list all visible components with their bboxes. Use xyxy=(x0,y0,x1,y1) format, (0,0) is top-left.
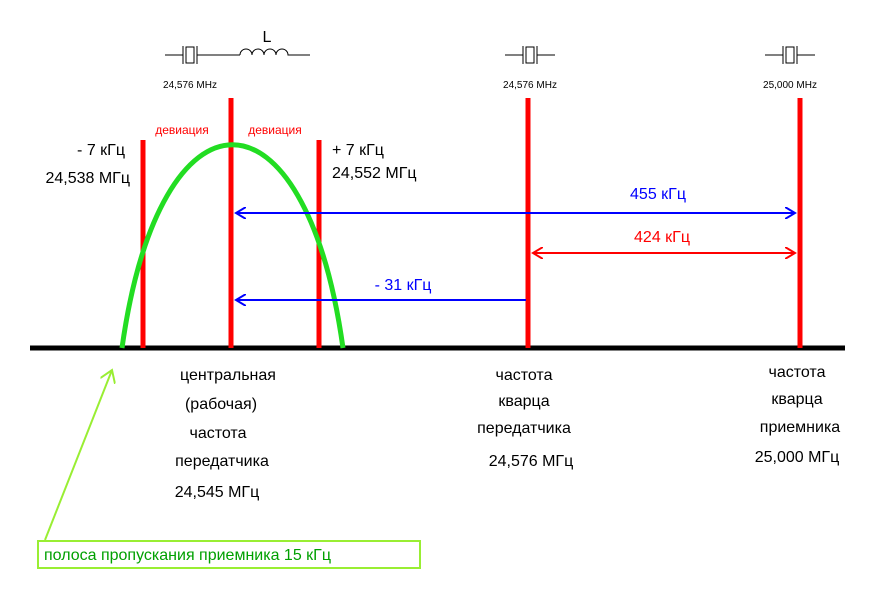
caption-line: (рабочая) xyxy=(185,396,257,413)
caption-line: приемника xyxy=(760,419,841,436)
note-arrow xyxy=(44,370,112,541)
note-text: полоса пропускания приемника 15 кГц xyxy=(44,547,331,564)
caption-line: центральная xyxy=(180,367,276,384)
crystal-label: 24,576 MHz xyxy=(503,80,557,91)
caption-line: кварца xyxy=(771,391,822,408)
caption-rx: частота кварца приемника 25,000 МГц xyxy=(755,364,841,466)
caption-line: 24,545 МГц xyxy=(175,484,260,501)
caption-line: частота xyxy=(769,364,826,381)
caption-tx: частота кварца передатчика 24,576 МГц xyxy=(477,367,573,470)
crystal-tx xyxy=(505,46,555,64)
note-box xyxy=(37,540,421,569)
deviation-label: девиация xyxy=(248,123,302,137)
inductor xyxy=(239,48,310,56)
deviation-label: девиация xyxy=(155,123,209,137)
crystal-rx xyxy=(765,46,815,64)
band-edge-freq: 24,552 МГц xyxy=(332,165,417,182)
caption-center: центральная (рабочая) частота передатчик… xyxy=(175,367,276,501)
caption-line: частота xyxy=(496,367,553,384)
crystal-label: 24,576 MHz xyxy=(163,80,217,91)
caption-line: 25,000 МГц xyxy=(755,449,840,466)
crystal-left xyxy=(165,46,240,64)
band-edge-offset: + 7 кГц xyxy=(332,142,384,159)
caption-line: 24,576 МГц xyxy=(489,453,574,470)
passband-curve xyxy=(119,142,346,349)
band-edge-offset: - 7 кГц xyxy=(77,142,125,159)
arrow-label: 424 кГц xyxy=(634,229,690,246)
caption-line: передатчика xyxy=(175,453,269,470)
arrow-label: - 31 кГц xyxy=(375,277,432,294)
inductor-label: L xyxy=(263,29,272,46)
band-edge-freq: 24,538 МГц xyxy=(45,170,130,187)
arrow-label: 455 кГц xyxy=(630,186,686,203)
frequency-lines xyxy=(140,98,803,348)
caption-line: передатчика xyxy=(477,420,571,437)
caption-line: частота xyxy=(190,425,247,442)
caption-line: кварца xyxy=(498,393,549,410)
crystal-label: 25,000 MHz xyxy=(763,80,817,91)
